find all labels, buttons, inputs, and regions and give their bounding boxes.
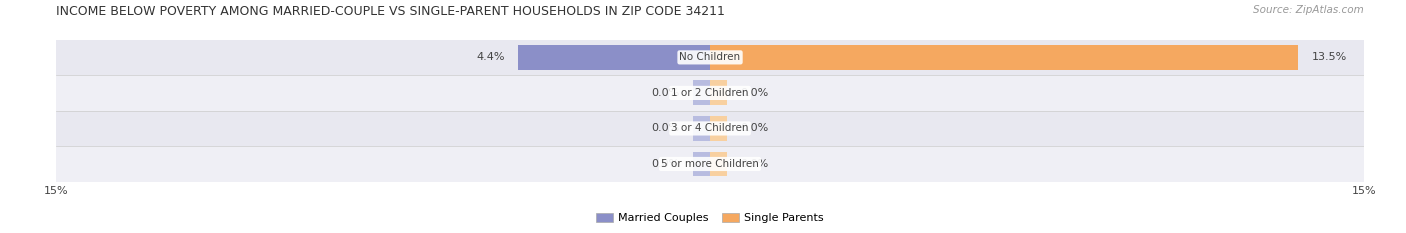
Text: 4.4%: 4.4% [477,52,505,62]
Bar [710,45,1298,70]
Text: 0.0%: 0.0% [741,159,769,169]
Bar [693,151,710,176]
Bar [693,116,710,141]
Text: 3 or 4 Children: 3 or 4 Children [671,123,749,134]
Bar [710,80,727,105]
Bar [710,116,727,141]
Text: 0.0%: 0.0% [741,123,769,134]
Text: 0.0%: 0.0% [651,159,679,169]
Text: 0.0%: 0.0% [651,88,679,98]
Bar [56,75,1364,111]
Bar [693,80,710,105]
Bar [56,111,1364,146]
Text: 5 or more Children: 5 or more Children [661,159,759,169]
Text: INCOME BELOW POVERTY AMONG MARRIED-COUPLE VS SINGLE-PARENT HOUSEHOLDS IN ZIP COD: INCOME BELOW POVERTY AMONG MARRIED-COUPL… [56,5,725,18]
Legend: Married Couples, Single Parents: Married Couples, Single Parents [596,213,824,223]
Text: 0.0%: 0.0% [651,123,679,134]
Bar [710,151,727,176]
Text: 1 or 2 Children: 1 or 2 Children [671,88,749,98]
Text: No Children: No Children [679,52,741,62]
Text: Source: ZipAtlas.com: Source: ZipAtlas.com [1253,5,1364,15]
Bar [56,146,1364,182]
Text: 13.5%: 13.5% [1312,52,1347,62]
Text: 0.0%: 0.0% [741,88,769,98]
Bar [519,45,710,70]
Bar [56,40,1364,75]
